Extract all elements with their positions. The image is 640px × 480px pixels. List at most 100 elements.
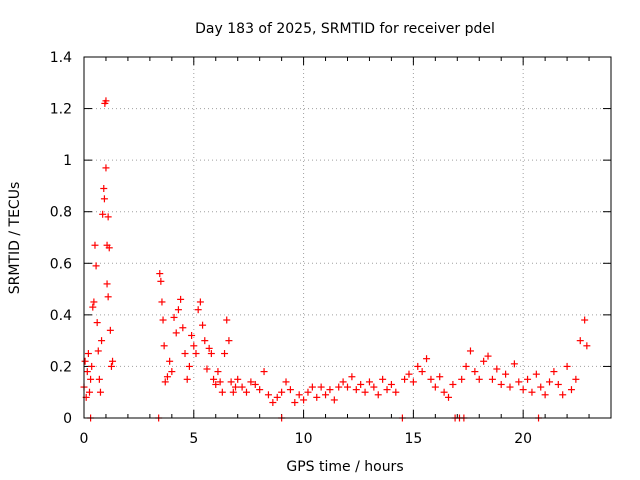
data-point [308, 383, 316, 391]
gridlines [84, 57, 611, 418]
x-tick-label: 10 [295, 431, 313, 447]
data-point [431, 383, 439, 391]
data-point [264, 391, 272, 399]
data-point [427, 375, 435, 383]
data-point [282, 378, 290, 386]
chart-title: Day 183 of 2025, SRMTID for receiver pde… [195, 21, 495, 37]
data-point [85, 388, 93, 396]
data-point [440, 388, 448, 396]
data-point [190, 342, 198, 350]
data-point [214, 368, 222, 376]
data-point [379, 375, 387, 383]
data-point [567, 386, 575, 394]
data-point [247, 378, 255, 386]
data-point [183, 375, 191, 383]
data-point [83, 368, 91, 376]
y-tick-label: 0.6 [50, 256, 72, 272]
data-point [361, 388, 369, 396]
data-point [304, 388, 312, 396]
data-point [229, 388, 237, 396]
data-point [519, 386, 527, 394]
data-point [242, 388, 250, 396]
data-point [81, 357, 89, 365]
data-point [109, 357, 117, 365]
data-point [87, 375, 95, 383]
y-axis-label: SRMTID / TECUs [7, 182, 23, 295]
data-point [554, 380, 562, 388]
data-point [348, 373, 356, 381]
data-point [528, 388, 536, 396]
data-point [91, 241, 99, 249]
data-point [163, 373, 171, 381]
data-point [90, 298, 98, 306]
data-point [203, 365, 211, 373]
data-point [104, 293, 112, 301]
data-point [458, 375, 466, 383]
data-point [502, 370, 510, 378]
data-point [201, 337, 209, 345]
data-point [159, 316, 167, 324]
data-point [436, 373, 444, 381]
data-point [102, 164, 110, 172]
data-point [102, 97, 110, 105]
data-point [194, 306, 202, 314]
data-point [484, 352, 492, 360]
data-point [207, 350, 215, 358]
data-point [576, 337, 584, 345]
data-point [88, 362, 96, 370]
data-point [550, 368, 558, 376]
data-point [409, 378, 417, 386]
data-point [541, 391, 549, 399]
data-point [225, 337, 233, 345]
data-points [80, 97, 591, 422]
data-point [89, 303, 97, 311]
data-point [103, 280, 111, 288]
data-point [212, 380, 220, 388]
data-point [326, 386, 334, 394]
data-point [387, 380, 395, 388]
x-axis-label: GPS time / hours [286, 459, 403, 475]
x-tick-label: 0 [80, 431, 89, 447]
data-point [322, 391, 330, 399]
data-point [93, 319, 101, 327]
data-point [510, 360, 518, 368]
data-point [414, 362, 422, 370]
data-point [559, 391, 567, 399]
data-point [221, 350, 229, 358]
data-point [515, 378, 523, 386]
data-point [260, 368, 268, 376]
data-point [466, 347, 474, 355]
data-point [174, 306, 182, 314]
data-point [488, 375, 496, 383]
data-point [278, 388, 286, 396]
data-point [339, 378, 347, 386]
data-point [497, 380, 505, 388]
data-point [181, 350, 189, 358]
data-point [238, 383, 246, 391]
data-point [449, 380, 457, 388]
data-point [506, 383, 514, 391]
data-point [172, 329, 180, 337]
y-tick-label: 1 [63, 153, 72, 169]
data-point [581, 316, 589, 324]
data-point [563, 362, 571, 370]
data-point [170, 313, 178, 321]
data-point [94, 347, 102, 355]
data-point [286, 386, 294, 394]
data-point [295, 391, 303, 399]
plot-frame [83, 56, 612, 419]
x-tick-label: 20 [514, 431, 532, 447]
data-point [572, 375, 580, 383]
data-point [205, 344, 213, 352]
data-point [445, 393, 453, 401]
data-point [480, 357, 488, 365]
data-point [317, 383, 325, 391]
data-point [168, 368, 176, 376]
data-point [462, 362, 470, 370]
data-point [405, 370, 413, 378]
data-point [100, 185, 108, 193]
data-point [344, 383, 351, 391]
data-point [84, 350, 92, 358]
data-point [423, 355, 431, 363]
data-point [537, 383, 545, 391]
